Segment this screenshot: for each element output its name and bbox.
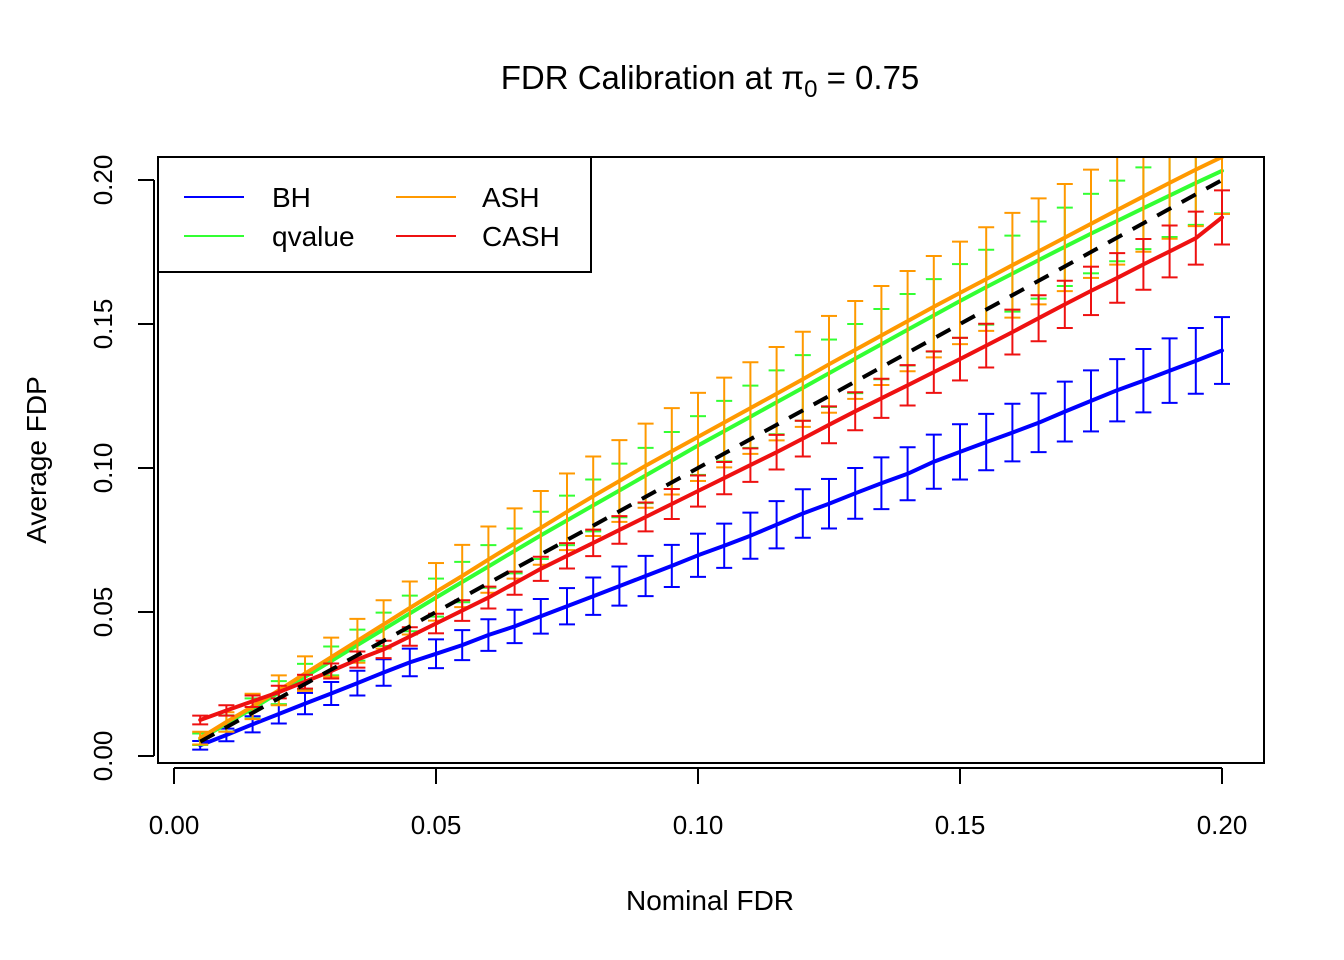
x-tick-label: 0.00 [149, 810, 200, 840]
y-tick-label: 0.15 [88, 299, 118, 350]
legend-label: qvalue [272, 221, 355, 252]
chart-title: FDR Calibration at π0 = 0.75 [501, 59, 920, 103]
plot-marks [192, 157, 1230, 751]
series-line [198, 168, 1224, 742]
series-line [198, 215, 1224, 722]
y-tick-label: 0.05 [88, 587, 118, 638]
legend-item-qvalue: qvalue [184, 221, 355, 252]
legend-item-cash: CASH [396, 221, 560, 252]
y-axis-label: Average FDP [21, 376, 52, 544]
series-line [198, 157, 1224, 741]
title-suffix: = 0.75 [817, 59, 919, 96]
y-tick-label: 0.00 [88, 731, 118, 782]
x-tick-label: 0.20 [1197, 810, 1248, 840]
legend-label: CASH [482, 221, 560, 252]
legend: BH qvalue ASH CASH [157, 156, 592, 273]
plot-frame [157, 156, 1265, 764]
x-tick-label: 0.05 [411, 810, 462, 840]
series-line [198, 348, 1224, 748]
legend-item-bh: BH [184, 182, 311, 213]
legend-label: BH [272, 182, 311, 213]
title-subscript: 0 [804, 76, 817, 103]
legend-item-ash: ASH [396, 182, 540, 213]
series-bh [192, 316, 1230, 751]
y-tick-label: 0.10 [88, 443, 118, 494]
x-tick-label: 0.10 [673, 810, 724, 840]
legend-label: ASH [482, 182, 540, 213]
legend-box [157, 156, 592, 273]
x-tick-label: 0.15 [935, 810, 986, 840]
y-axis: 0.00 0.05 0.10 0.15 0.20 [88, 155, 155, 782]
x-axis-label: Nominal FDR [626, 885, 794, 916]
y-tick-label: 0.20 [88, 155, 118, 206]
series-cash [192, 189, 1230, 726]
x-axis: 0.00 0.05 0.10 0.15 0.20 [149, 767, 1248, 840]
title-prefix: FDR Calibration at [501, 59, 782, 96]
title-symbol: π [781, 59, 804, 96]
